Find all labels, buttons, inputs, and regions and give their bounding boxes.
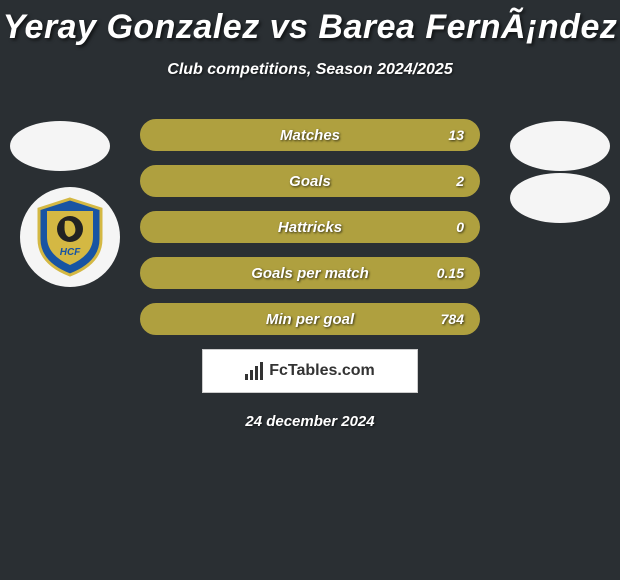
player-right-avatar-1 (510, 121, 610, 171)
player-left-avatar (10, 121, 110, 171)
stat-value: 0.15 (437, 265, 464, 281)
shield-icon: HCF (35, 197, 105, 277)
stat-row: Goals per match 0.15 (140, 257, 480, 289)
stat-label: Goals per match (251, 265, 369, 282)
stat-value: 784 (441, 311, 464, 327)
stat-label: Min per goal (266, 311, 354, 328)
stat-value: 2 (456, 173, 464, 189)
page-subtitle: Club competitions, Season 2024/2025 (0, 61, 620, 79)
stat-label: Goals (289, 173, 331, 190)
stat-row: Matches 13 (140, 119, 480, 151)
comparison-panel: HCF Matches 13 Goals 2 Hattricks 0 Goals per m… (0, 119, 620, 430)
chart-bars-icon (245, 362, 263, 380)
stat-value: 0 (456, 219, 464, 235)
player-right-avatar-2 (510, 173, 610, 223)
club-badge-left: HCF (20, 187, 120, 287)
svg-text:HCF: HCF (60, 247, 81, 258)
stat-label: Hattricks (278, 219, 342, 236)
page-title: Yeray Gonzalez vs Barea FernÃ¡ndez (0, 0, 620, 47)
footer-brand-text: FcTables.com (269, 362, 375, 380)
stat-row: Goals 2 (140, 165, 480, 197)
stat-row: Min per goal 784 (140, 303, 480, 335)
stat-row: Hattricks 0 (140, 211, 480, 243)
stat-value: 13 (448, 127, 464, 143)
footer-brand-badge[interactable]: FcTables.com (202, 349, 418, 393)
footer-date: 24 december 2024 (0, 413, 620, 430)
stat-label: Matches (280, 127, 340, 144)
